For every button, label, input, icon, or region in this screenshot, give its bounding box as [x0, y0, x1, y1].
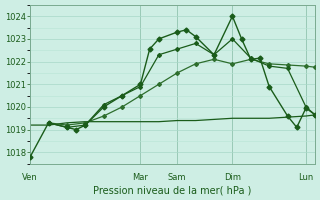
- X-axis label: Pression niveau de la mer( hPa ): Pression niveau de la mer( hPa ): [93, 185, 252, 195]
